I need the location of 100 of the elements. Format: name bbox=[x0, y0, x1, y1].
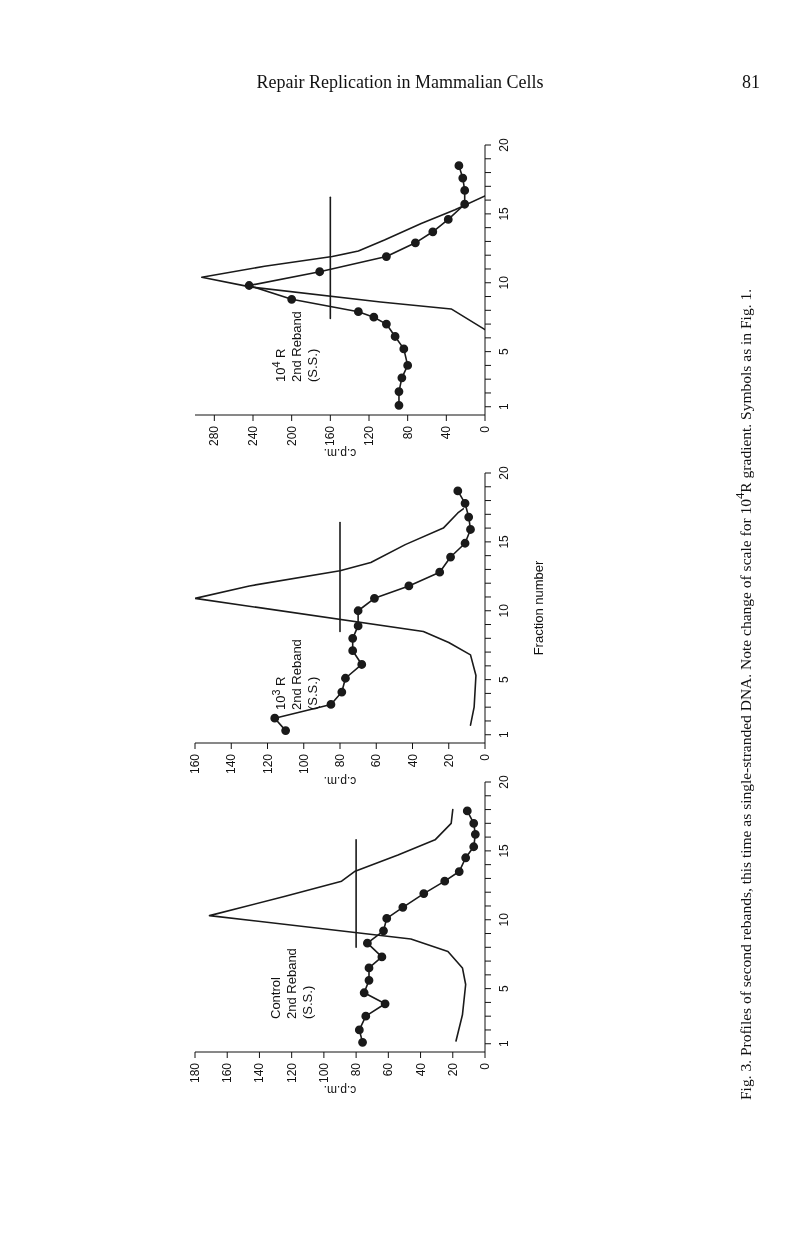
point bbox=[382, 913, 392, 923]
x-tick-label: 20 bbox=[441, 753, 456, 768]
point bbox=[379, 926, 388, 936]
point bbox=[462, 806, 472, 816]
point bbox=[460, 498, 470, 508]
point bbox=[244, 281, 254, 290]
y-tick-label: 10 bbox=[497, 603, 511, 618]
x-tick-label: 120 bbox=[284, 1062, 299, 1084]
y-tick-label: 10 bbox=[497, 912, 511, 927]
y-tick-label: 15 bbox=[497, 206, 511, 221]
x-tick-label: 20 bbox=[445, 1062, 460, 1077]
y-tick-label: 15 bbox=[497, 534, 511, 549]
point bbox=[382, 319, 391, 329]
y-axis-title: Fraction number bbox=[531, 560, 547, 656]
x-tick-label: 140 bbox=[224, 753, 239, 775]
point bbox=[337, 687, 347, 697]
point bbox=[419, 889, 429, 898]
point bbox=[399, 344, 409, 354]
point bbox=[341, 673, 350, 683]
x-tick-label: 40 bbox=[413, 1062, 428, 1077]
x-tick-label: 160 bbox=[323, 425, 338, 447]
y-tick-label: 20 bbox=[497, 466, 511, 480]
point bbox=[428, 227, 438, 237]
point bbox=[348, 633, 358, 643]
x-tick-label: 80 bbox=[400, 425, 415, 440]
point bbox=[358, 1037, 367, 1047]
x-tick-label: 80 bbox=[349, 1062, 364, 1077]
point bbox=[390, 332, 400, 341]
point bbox=[435, 567, 445, 577]
point bbox=[443, 214, 453, 224]
y-tick-label: 1 bbox=[497, 1040, 511, 1048]
point bbox=[460, 199, 470, 209]
point bbox=[460, 538, 470, 548]
x-tick-label: 140 bbox=[252, 1062, 267, 1084]
x-tick-label: 0 bbox=[478, 425, 492, 433]
x-tick-label: 100 bbox=[316, 1062, 331, 1084]
y-tick-label: 5 bbox=[497, 675, 511, 683]
y-tick-label: 10 bbox=[497, 275, 511, 290]
x-tick-label: 280 bbox=[207, 425, 222, 447]
point bbox=[364, 963, 374, 973]
point bbox=[466, 525, 475, 534]
y-tick-label: 5 bbox=[497, 984, 511, 992]
x-axis-title: c.p.m. bbox=[323, 774, 357, 788]
point bbox=[397, 373, 407, 383]
point bbox=[460, 186, 470, 195]
point bbox=[470, 829, 480, 839]
point bbox=[270, 713, 280, 723]
point bbox=[326, 700, 336, 709]
x-tick-label: 0 bbox=[478, 1062, 492, 1070]
point bbox=[469, 842, 479, 852]
point bbox=[380, 999, 390, 1009]
y-tick-label: 1 bbox=[497, 403, 511, 411]
point bbox=[287, 294, 297, 304]
x-tick-label: 200 bbox=[284, 425, 299, 447]
y-tick-label: 1 bbox=[497, 731, 511, 739]
point bbox=[403, 361, 413, 370]
point bbox=[398, 902, 408, 912]
x-axis-title: c.p.m. bbox=[323, 1083, 357, 1097]
point bbox=[382, 252, 391, 261]
point bbox=[281, 726, 291, 735]
x-tick-label: 120 bbox=[362, 425, 376, 447]
y-tick-label: 20 bbox=[497, 775, 511, 789]
point bbox=[454, 161, 464, 171]
point bbox=[411, 238, 420, 248]
y-tick-label: 15 bbox=[497, 843, 511, 858]
point bbox=[353, 307, 363, 317]
x-tick-label: 100 bbox=[296, 753, 311, 775]
point bbox=[464, 512, 474, 522]
point bbox=[359, 988, 369, 998]
x-axis-title: c.p.m. bbox=[323, 446, 357, 460]
point bbox=[446, 552, 455, 562]
text: Control 2nd Reband (S.S.) bbox=[268, 948, 316, 1019]
point bbox=[394, 387, 404, 396]
point bbox=[362, 938, 372, 948]
x-tick-label: 240 bbox=[246, 425, 260, 447]
point bbox=[404, 581, 414, 591]
point bbox=[458, 173, 468, 183]
point bbox=[461, 853, 471, 863]
point bbox=[440, 876, 450, 886]
x-tick-label: 40 bbox=[405, 753, 420, 768]
x-tick-label: 60 bbox=[369, 753, 384, 768]
point bbox=[453, 486, 463, 496]
point bbox=[369, 312, 379, 322]
x-tick-label: 160 bbox=[220, 1062, 235, 1084]
text: Repair Replication in Mammalian Cells bbox=[256, 72, 544, 92]
point bbox=[354, 1025, 364, 1035]
x-tick-label: 80 bbox=[333, 753, 347, 768]
x-tick-label: 120 bbox=[260, 753, 275, 775]
point bbox=[364, 975, 374, 985]
point bbox=[370, 593, 379, 603]
point bbox=[394, 400, 404, 410]
point bbox=[454, 867, 464, 876]
point bbox=[377, 952, 387, 962]
x-tick-label: 180 bbox=[188, 1062, 202, 1084]
y-tick-label: 5 bbox=[497, 347, 511, 355]
x-tick-label: 160 bbox=[188, 753, 202, 775]
point bbox=[469, 818, 479, 828]
point bbox=[348, 646, 358, 656]
y-tick-label: 20 bbox=[497, 138, 511, 152]
x-tick-label: 40 bbox=[439, 425, 454, 440]
